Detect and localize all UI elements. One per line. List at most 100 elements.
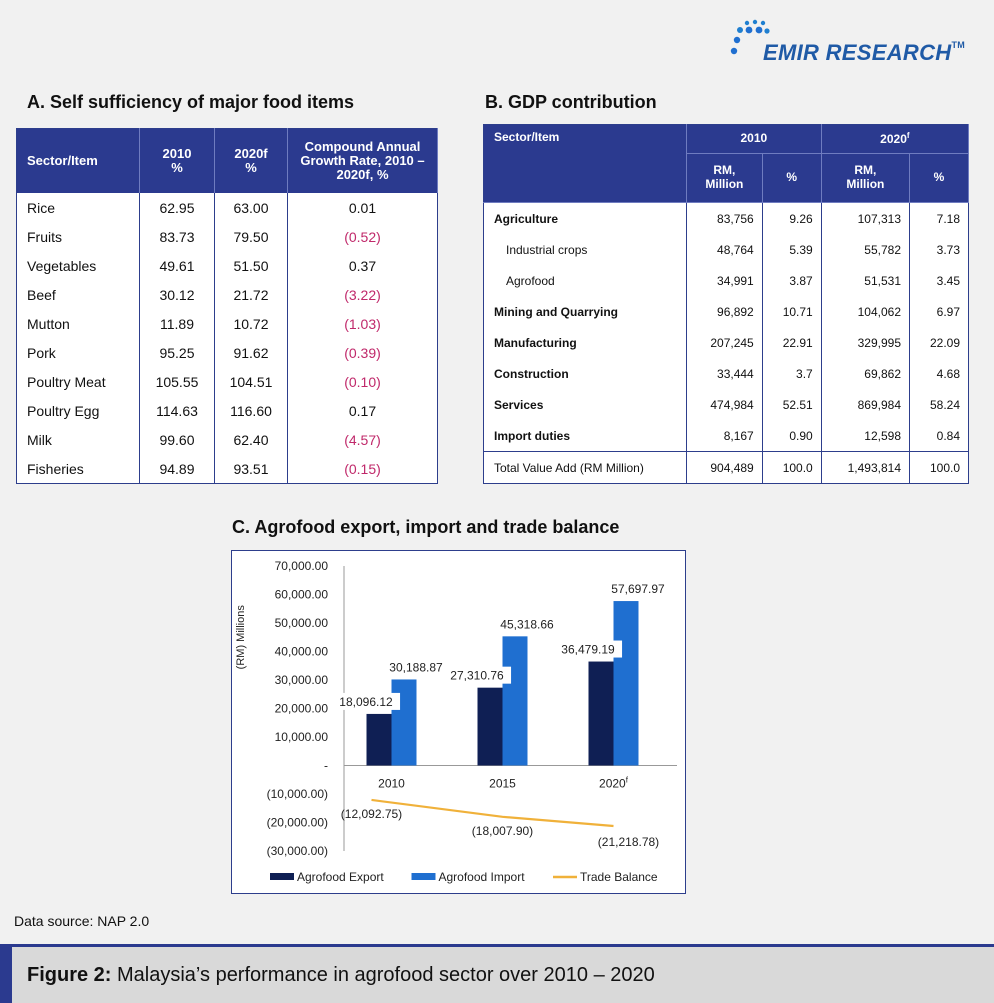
cell-rm2020: 51,531 (821, 265, 911, 296)
table-row: Vegetables 49.61 51.50 0.37 (16, 251, 438, 280)
cell-item: Agriculture (483, 202, 687, 234)
cell-p2010: 22.91 (762, 327, 822, 358)
cell-cagr: 0.37 (287, 251, 438, 280)
y-axis-label: (RM) Millions (235, 605, 247, 670)
data-label-import-bg (603, 580, 673, 598)
y-tick-label: (20,000.00) (267, 816, 328, 830)
cell-2020: 79.50 (214, 222, 288, 251)
table-row: Agriculture 83,756 9.26 107,313 7.18 (483, 202, 969, 234)
cell-2020: 51.50 (214, 251, 288, 280)
brand-tm: TM (951, 40, 966, 50)
cell-cagr: (0.15) (287, 454, 438, 484)
cell-item: Vegetables (16, 251, 140, 280)
table-row: Services 474,984 52.51 869,984 58.24 (483, 389, 969, 420)
cell-item: Rice (16, 193, 140, 222)
y-tick-label: - (324, 759, 328, 773)
data-label-export-bg (331, 692, 401, 710)
cell-cagr: (0.39) (287, 338, 438, 367)
cell-p2020: 7.18 (909, 202, 969, 234)
y-tick-label: 50,000.00 (275, 616, 329, 630)
cell-2020: 63.00 (214, 193, 288, 222)
table-row: Mining and Quarrying 96,892 10.71 104,062 6.… (483, 296, 969, 327)
cell-2020: 91.62 (214, 338, 288, 367)
cell-item: Beef (16, 280, 140, 309)
col-header-pct: % (909, 153, 969, 203)
cell-p2010: 3.7 (762, 358, 822, 389)
cell-2020: 93.51 (214, 454, 288, 484)
col-header-item: Sector/Item (483, 124, 687, 203)
cell-2010: 62.95 (139, 193, 215, 222)
cell-2010: 94.89 (139, 454, 215, 484)
cell-p2010: 52.51 (762, 389, 822, 420)
cell-2010: 49.61 (139, 251, 215, 280)
cell-p2010: 5.39 (762, 234, 822, 265)
cell-cagr: (1.03) (287, 309, 438, 338)
cell-p2010: 10.71 (762, 296, 822, 327)
cell-p2020: 3.73 (909, 234, 969, 265)
cell-rm2020: 55,782 (821, 234, 911, 265)
cell-cagr: 0.17 (287, 396, 438, 425)
cell-2020: 104.51 (214, 367, 288, 396)
cell-p2020: 3.45 (909, 265, 969, 296)
cell-rm2020: 869,984 (821, 389, 911, 420)
cell-cagr: (4.57) (287, 425, 438, 454)
x-tick-label: 2010 (378, 777, 405, 791)
trade-chart-svg: 70,000.00 60,000.00 50,000.00 40,000.00 30,0… (235, 559, 677, 884)
cell-item: Mining and Quarrying (483, 296, 687, 327)
cell-cagr: 0.01 (287, 193, 438, 222)
trade-balance-line (371, 798, 614, 828)
col-header-2020: 2020f% (214, 128, 288, 193)
col-header-pct: % (762, 153, 822, 203)
cell-2010: 30.12 (139, 280, 215, 309)
cell-rm2010: 48,764 (686, 234, 763, 265)
table-row: Industrial crops 48,764 5.39 55,782 3.73 (483, 234, 969, 265)
cell-item: Fruits (16, 222, 140, 251)
section-a-title: A. Self sufficiency of major food items (27, 92, 355, 112)
col-header-2010: 2010% (139, 128, 215, 193)
cell-cagr: (3.22) (287, 280, 438, 309)
table-row: Beef 30.12 21.72 (3.22) (16, 280, 438, 309)
col-header-2020: 2020f (821, 124, 970, 154)
col-header-rm: RM, Million (686, 153, 763, 203)
data-label-export: 18,096.12 (339, 695, 393, 709)
cell-item: Pork (16, 338, 140, 367)
table-row: Manufacturing 207,245 22.91 329,995 22.09 (483, 327, 969, 358)
cell-item: Services (483, 389, 687, 420)
bar-import (613, 601, 639, 766)
data-label-export-bg (442, 666, 512, 684)
cell-rm2020: 104,062 (821, 296, 911, 327)
self-sufficiency-table: Sector/Item 2010% 2020f% Compound Annual… (16, 128, 438, 484)
col-header-item: Sector/Item (16, 128, 140, 193)
table-row: Construction 33,444 3.7 69,862 4.68 (483, 358, 969, 389)
cell-item: Construction (483, 358, 687, 389)
table-row: Rice 62.95 63.00 0.01 (16, 193, 438, 222)
y-tick-label: 60,000.00 (275, 588, 329, 602)
legend-label: Trade Balance (580, 870, 658, 884)
cell-rm2020: 329,995 (821, 327, 911, 358)
data-label-balance: (12,092.75) (341, 807, 402, 821)
data-label-export: 36,479.19 (561, 643, 615, 657)
cell-cagr: (0.10) (287, 367, 438, 396)
caption-accent (0, 947, 12, 1003)
cell-2020: 116.60 (214, 396, 288, 425)
data-label-export-bg (553, 640, 623, 658)
data-label-import-bg (492, 615, 562, 633)
data-label-balance: (18,007.90) (472, 824, 533, 838)
cell-rm2010: 8,167 (686, 420, 763, 452)
cell-p2010: 100.0 (762, 451, 822, 484)
cell-rm2020: 12,598 (821, 420, 911, 452)
logo-dots-icon (730, 19, 770, 55)
x-tick-label: 2020f (599, 776, 629, 791)
cell-item: Industrial crops (483, 234, 687, 265)
figure-caption-bar: Figure 2: Malaysia’s performance in agro… (0, 944, 994, 1003)
col-header-cagr: Compound Annual Growth Rate, 2010 – 2020… (287, 128, 438, 193)
y-tick-label: (30,000.00) (267, 844, 328, 858)
bar-import (502, 636, 528, 766)
brand-name: EMIR RESEARCH (763, 40, 952, 65)
cell-rm2010: 34,991 (686, 265, 763, 296)
cell-item: Manufacturing (483, 327, 687, 358)
y-tick-label: 30,000.00 (275, 673, 329, 687)
figure-caption: Figure 2: Malaysia’s performance in agro… (27, 964, 655, 986)
cell-2010: 95.25 (139, 338, 215, 367)
table-row: Mutton 11.89 10.72 (1.03) (16, 309, 438, 338)
